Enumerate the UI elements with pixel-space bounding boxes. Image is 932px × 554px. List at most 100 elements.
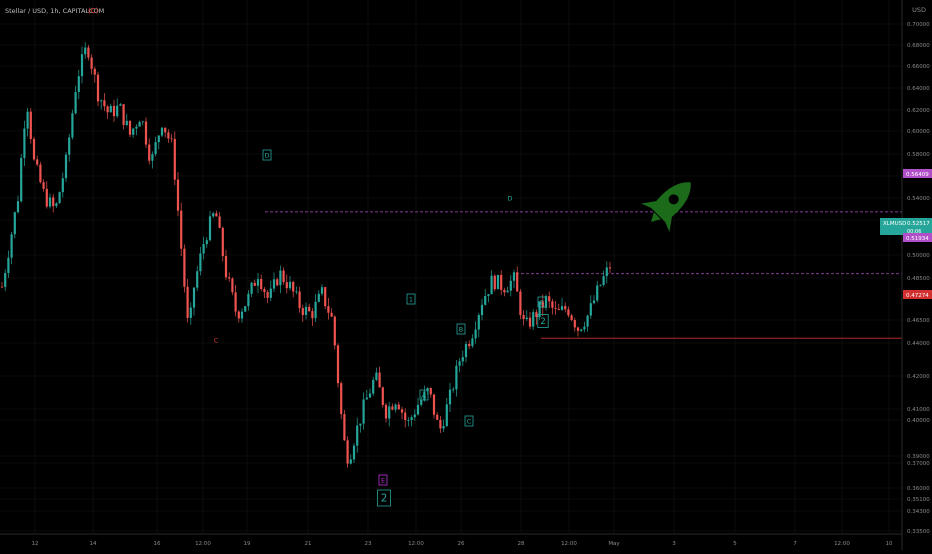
candle [346, 436, 349, 468]
y-tick-label: 0.34300 [907, 509, 930, 515]
y-tick-label: 0.46500 [907, 318, 930, 324]
candle [564, 302, 567, 313]
resistance-value: 0.56409 [906, 172, 929, 178]
candle [368, 388, 372, 399]
candle [525, 310, 528, 321]
time-axis[interactable]: 12 14 16 12:00 19 21 23 12:00 26 28 12:00 May 3 5 7 12:… [0, 533, 902, 547]
candle [10, 231, 13, 265]
svg-text:2: 2 [540, 316, 545, 326]
grid [0, 0, 902, 533]
candle [180, 202, 183, 257]
y-tick-label: 0.68000 [907, 43, 930, 49]
candle [247, 289, 250, 311]
support-badge: 0.47274 [903, 290, 932, 299]
candle [279, 265, 282, 294]
candle [157, 134, 160, 150]
candle [23, 120, 26, 167]
candle [176, 172, 180, 217]
candle [135, 124, 138, 136]
candles [0, 42, 612, 468]
candle [256, 273, 260, 293]
candle [244, 305, 247, 313]
candle [20, 153, 23, 203]
candle [378, 366, 381, 388]
candle [352, 443, 356, 464]
candle [324, 286, 327, 310]
candle [589, 295, 592, 319]
candle [375, 367, 378, 382]
candle [208, 210, 212, 242]
wave-degree-label: (C) [88, 7, 99, 15]
candle [192, 287, 196, 316]
candle [186, 279, 189, 323]
x-tick-label: 23 [365, 541, 372, 547]
candle [442, 419, 445, 433]
last-price-countdown: 00:06 [907, 229, 921, 235]
wave-label: D [262, 149, 272, 161]
x-tick-label: 28 [518, 541, 525, 547]
last-price-value: 0.52517 [907, 221, 930, 227]
candle [29, 108, 32, 144]
candle [212, 211, 215, 218]
candle [77, 69, 80, 100]
y-tick-label: 0.37000 [907, 461, 930, 467]
x-tick-label: 19 [244, 541, 251, 547]
candle [560, 297, 564, 311]
last-price-badge: XLMUSD 0.52517 00:06 [880, 218, 932, 235]
candle [343, 410, 346, 442]
price-axis[interactable]: 0.70000 0.68000 0.66000 0.64000 0.62000 0.600… [901, 0, 930, 550]
candle [74, 85, 77, 115]
candle [298, 286, 301, 313]
candle [388, 402, 391, 427]
svg-text:C: C [214, 336, 219, 344]
candle [359, 423, 362, 433]
candle [45, 181, 48, 209]
candle [301, 304, 304, 322]
y-tick-label: 0.33500 [907, 529, 930, 535]
candle [349, 454, 352, 465]
candle [554, 300, 557, 316]
horizontal-lines [265, 211, 902, 339]
candle [528, 312, 532, 330]
candle [468, 340, 471, 350]
candle [535, 309, 538, 325]
candle [55, 202, 58, 209]
candle [317, 290, 320, 303]
candle [84, 42, 87, 59]
candle [285, 274, 288, 294]
y-tick-label: 0.54000 [907, 196, 930, 202]
wave-label: E [378, 474, 388, 486]
candle [404, 408, 407, 428]
candle [221, 226, 224, 262]
candle [557, 303, 560, 311]
candle [567, 306, 570, 318]
candle [122, 104, 125, 130]
candle [173, 131, 176, 186]
wave-label: 2 [537, 314, 549, 328]
candle [455, 359, 458, 397]
candle [365, 389, 368, 400]
candle [263, 287, 266, 299]
candle [548, 291, 551, 309]
x-tick-label: 12 [32, 541, 39, 547]
candle [205, 237, 208, 248]
last-price-symbol: XLMUSD [883, 221, 906, 227]
candle [356, 417, 359, 453]
y-tick-label: 0.62000 [907, 108, 930, 114]
mid-level-badge: 0.51934 [903, 233, 932, 242]
x-tick-label: 21 [305, 541, 312, 547]
candle [64, 152, 68, 182]
svg-text:2: 2 [381, 493, 388, 505]
candle [538, 301, 541, 320]
candle [218, 212, 221, 229]
candle [276, 277, 279, 287]
svg-text:D: D [264, 151, 269, 159]
candle [116, 98, 119, 119]
candle [551, 298, 554, 315]
candle [512, 269, 516, 289]
candle [362, 392, 365, 430]
candle [0, 282, 4, 288]
x-tick-label: 12:00 [195, 541, 211, 547]
x-tick-label: 10 [886, 541, 893, 547]
